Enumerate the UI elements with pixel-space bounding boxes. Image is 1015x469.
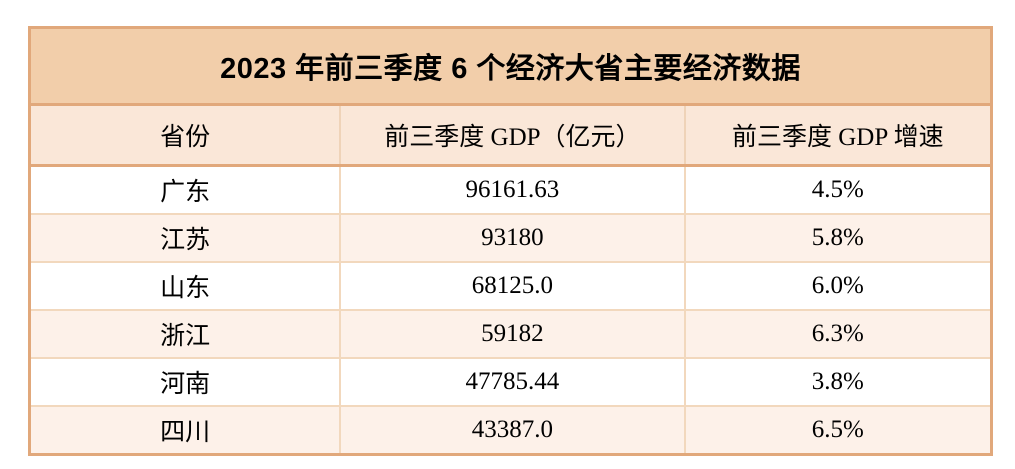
province-cell: 河南: [29, 357, 341, 406]
province-cell: 四川: [29, 405, 341, 455]
growth-cell: 5.8%: [683, 213, 992, 262]
gdp-cell: 43387.0: [339, 405, 685, 455]
table-row-sichuan: 四川 43387.0 6.5%: [29, 405, 992, 455]
province-cell: 广东: [29, 165, 341, 214]
header-row: 省份 前三季度 GDP（亿元） 前三季度 GDP 增速: [29, 104, 992, 167]
table-row-zhejiang: 浙江 59182 6.3%: [29, 309, 992, 358]
table-row-jiangsu: 江苏 93180 5.8%: [29, 213, 992, 262]
gdp-cell: 93180: [339, 213, 685, 262]
column-header-gdp: 前三季度 GDP（亿元）: [339, 104, 685, 167]
growth-cell: 6.5%: [683, 405, 992, 455]
gdp-cell: 47785.44: [339, 357, 685, 406]
growth-cell: 3.8%: [683, 357, 992, 406]
province-cell: 江苏: [29, 213, 341, 262]
growth-cell: 4.5%: [683, 165, 992, 214]
growth-cell: 6.3%: [683, 309, 992, 358]
column-header-growth: 前三季度 GDP 增速: [683, 104, 992, 167]
province-cell: 山东: [29, 261, 341, 310]
title-row: 2023 年前三季度 6 个经济大省主要经济数据: [29, 27, 992, 106]
column-header-province: 省份: [29, 104, 341, 167]
table-row-shandong: 山东 68125.0 6.0%: [29, 261, 992, 310]
gdp-cell: 59182: [339, 309, 685, 358]
province-cell: 浙江: [29, 309, 341, 358]
gdp-cell: 68125.0: [339, 261, 685, 310]
gdp-cell: 96161.63: [339, 165, 685, 214]
table-row-henan: 河南 47785.44 3.8%: [29, 357, 992, 406]
table-title: 2023 年前三季度 6 个经济大省主要经济数据: [29, 27, 992, 106]
table-row-guangdong: 广东 96161.63 4.5%: [29, 165, 992, 214]
growth-cell: 6.0%: [683, 261, 992, 310]
economic-data-table: 2023 年前三季度 6 个经济大省主要经济数据 省份 前三季度 GDP（亿元）…: [28, 26, 993, 456]
